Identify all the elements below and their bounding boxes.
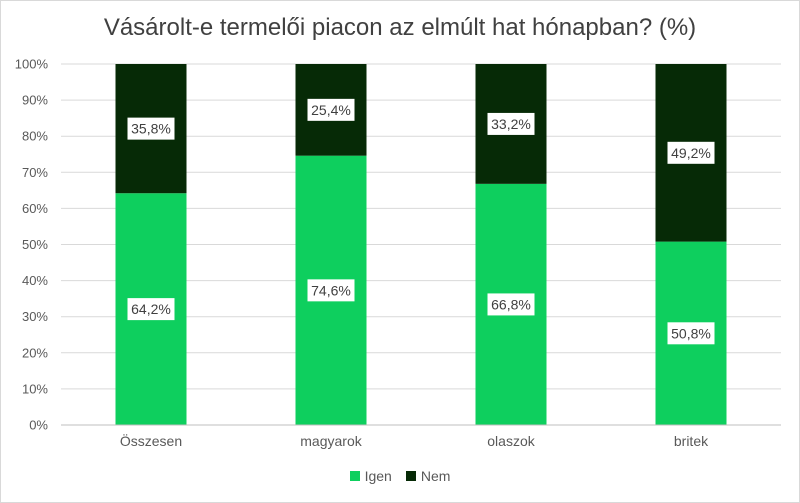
data-label-box	[667, 141, 715, 164]
data-label: 33,2%	[491, 116, 531, 132]
chart-title: Vásárolt-e termelői piacon az elmúlt hat…	[103, 14, 697, 41]
y-tick-label: 100%	[15, 57, 49, 72]
x-tick-label: britek	[674, 433, 709, 449]
x-tick-label: olaszok	[487, 433, 535, 449]
legend-item-nem: Nem	[405, 468, 451, 484]
data-label: 49,2%	[671, 145, 711, 161]
data-label-box	[307, 98, 355, 121]
y-tick-label: 80%	[22, 129, 48, 144]
data-label-box	[667, 322, 715, 345]
y-tick-label: 50%	[22, 237, 48, 252]
data-label: 64,2%	[131, 301, 171, 317]
y-tick-label: 60%	[22, 201, 48, 216]
data-label: 66,8%	[491, 296, 531, 312]
y-tick-label: 30%	[22, 309, 48, 324]
legend-swatch-igen	[349, 471, 360, 481]
x-tick-label: Összesen	[120, 432, 182, 449]
legend-swatch-nem	[405, 471, 416, 481]
y-tick-label: 40%	[22, 273, 48, 288]
data-label: 74,6%	[311, 282, 351, 298]
x-tick-label: magyarok	[300, 433, 362, 449]
y-tick-label: 10%	[22, 381, 48, 396]
legend-label-igen: Igen	[364, 468, 392, 484]
data-label-box	[307, 279, 355, 302]
y-tick-label: 70%	[22, 165, 48, 180]
legend-label-nem: Nem	[420, 468, 451, 484]
data-label: 25,4%	[311, 102, 351, 118]
legend-item-igen: Igen	[349, 468, 392, 484]
data-label-box	[487, 112, 535, 135]
y-tick-label: 90%	[22, 93, 48, 108]
data-label-box	[127, 117, 175, 140]
chart-legend: Igen Nem	[0, 468, 800, 484]
data-label: 35,8%	[131, 121, 171, 137]
y-tick-label: 0%	[29, 418, 48, 433]
data-label-box	[127, 298, 175, 321]
y-tick-label: 20%	[22, 345, 48, 360]
data-label: 50,8%	[671, 325, 711, 341]
data-label-box	[487, 293, 535, 316]
